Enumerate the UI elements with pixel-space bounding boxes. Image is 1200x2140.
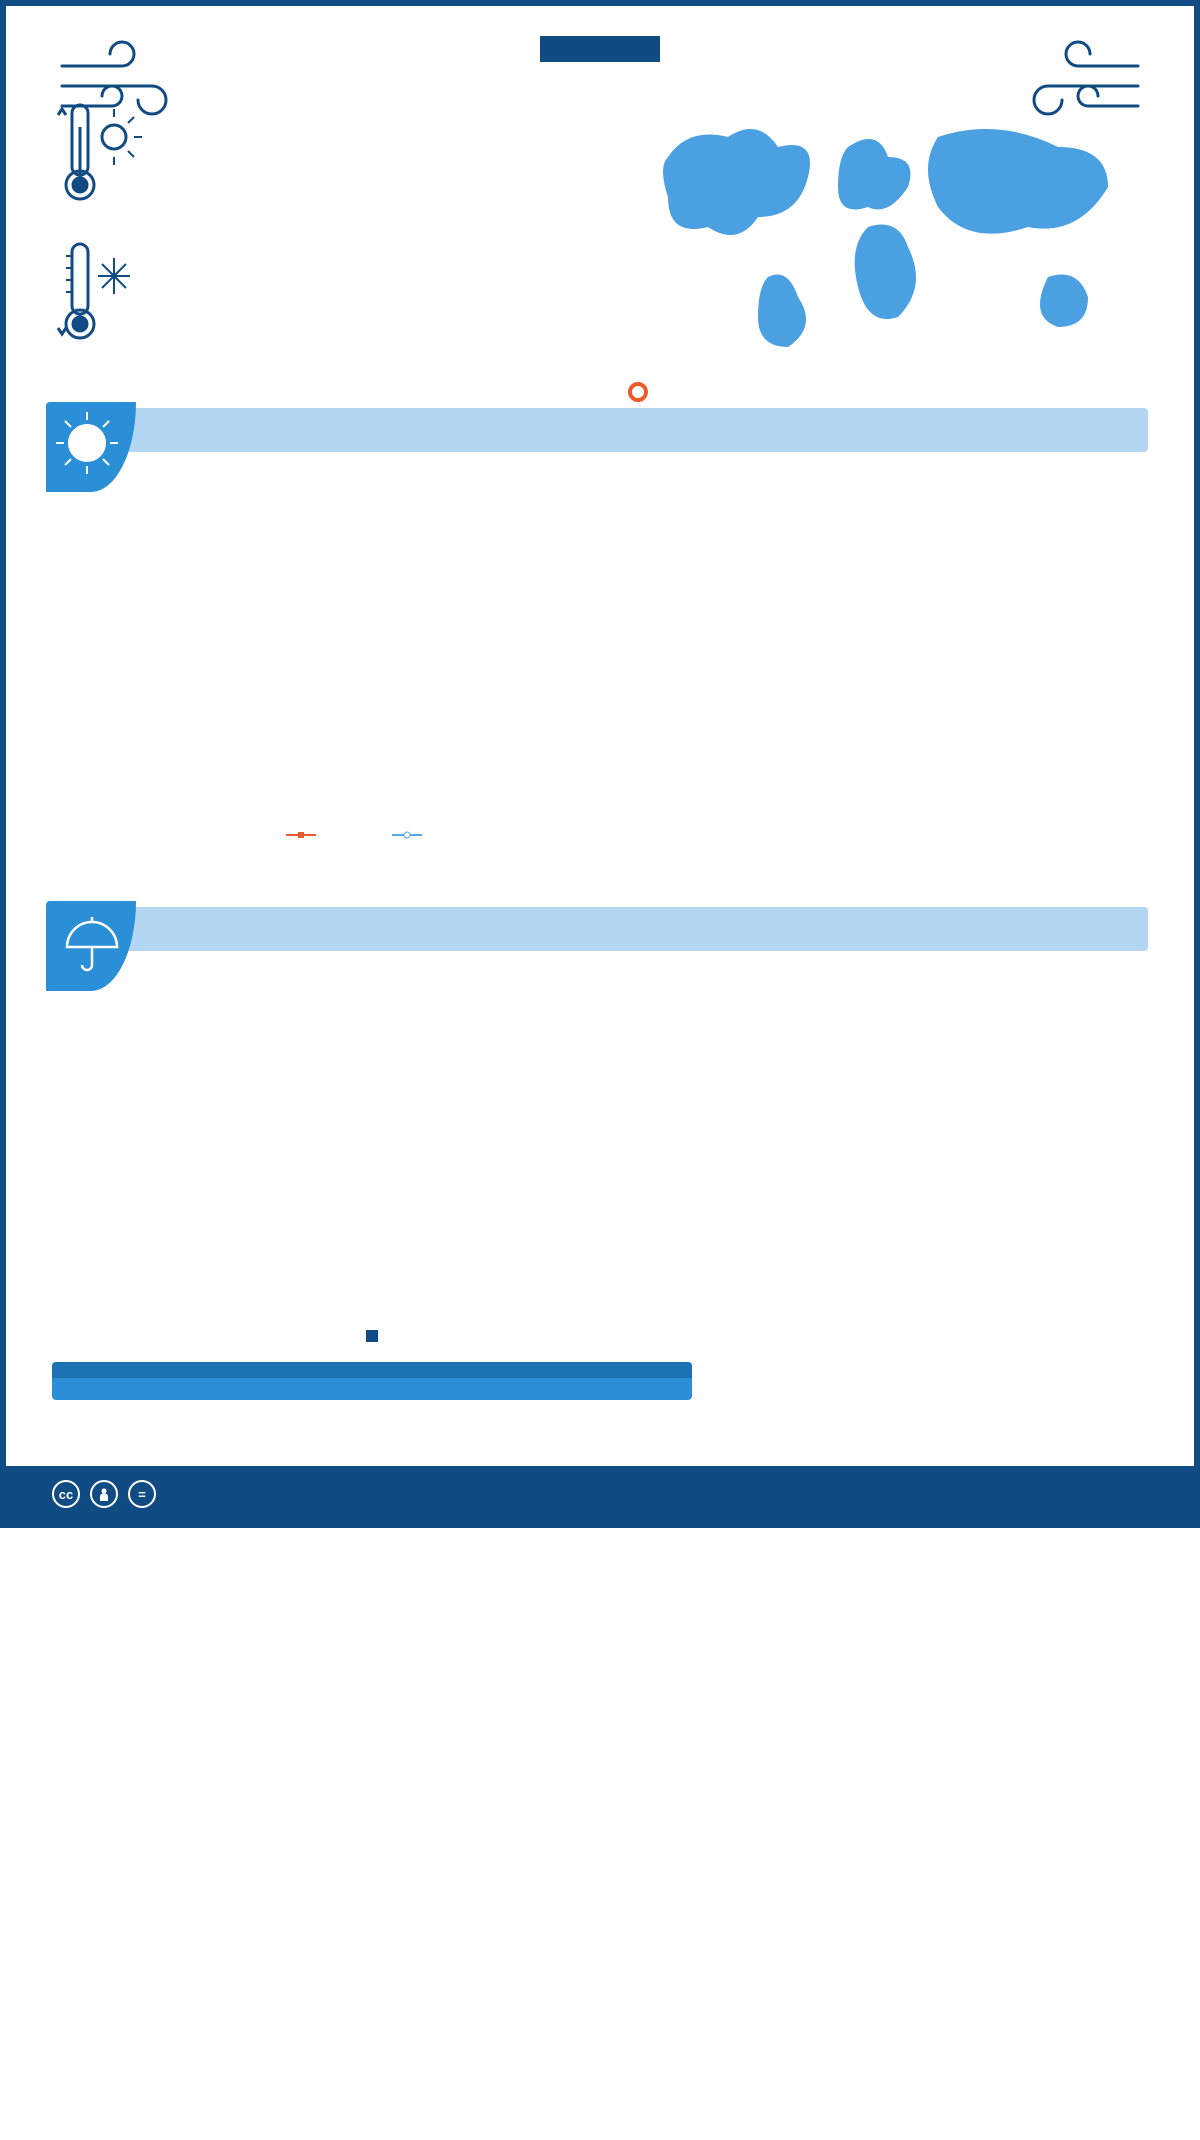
rain-chance-title [52, 1362, 692, 1378]
legend-min [392, 827, 458, 841]
temperature-side-info [722, 478, 1148, 841]
location-pin-icon [628, 382, 648, 402]
coldest-block [52, 236, 598, 351]
rain-chance-drops [52, 1378, 692, 1392]
precipitation-row [52, 977, 1148, 1400]
footer: cc = [6, 1466, 1194, 1522]
cc-icon: cc [52, 1480, 80, 1508]
precipitation-chart-box [52, 977, 692, 1400]
world-map-svg [628, 97, 1148, 377]
title-box [540, 36, 660, 62]
temperature-row [52, 478, 1148, 841]
by-icon [90, 1480, 118, 1508]
rain-chance-box [52, 1362, 692, 1400]
license: cc = [52, 1480, 166, 1508]
precipitation-side-info [722, 977, 1148, 1400]
temperature-banner [52, 408, 1148, 452]
infographic-page: cc = [0, 0, 1200, 1528]
header [52, 36, 1148, 67]
intro-left-col [52, 97, 598, 382]
temperature-line-chart [52, 478, 692, 818]
legend-max [286, 827, 355, 841]
content-wrapper [6, 6, 1194, 1446]
temperature-chart [52, 478, 692, 841]
precipitation-banner [52, 907, 1148, 951]
nd-icon: = [128, 1480, 156, 1508]
temperature-legend [52, 827, 692, 841]
thermometer-cold-icon [52, 236, 142, 351]
precip-legend [52, 1328, 692, 1342]
world-map [628, 97, 1148, 382]
wind-icon [52, 36, 192, 131]
intro-row [52, 97, 1148, 382]
precipitation-bar-chart [52, 977, 692, 1317]
